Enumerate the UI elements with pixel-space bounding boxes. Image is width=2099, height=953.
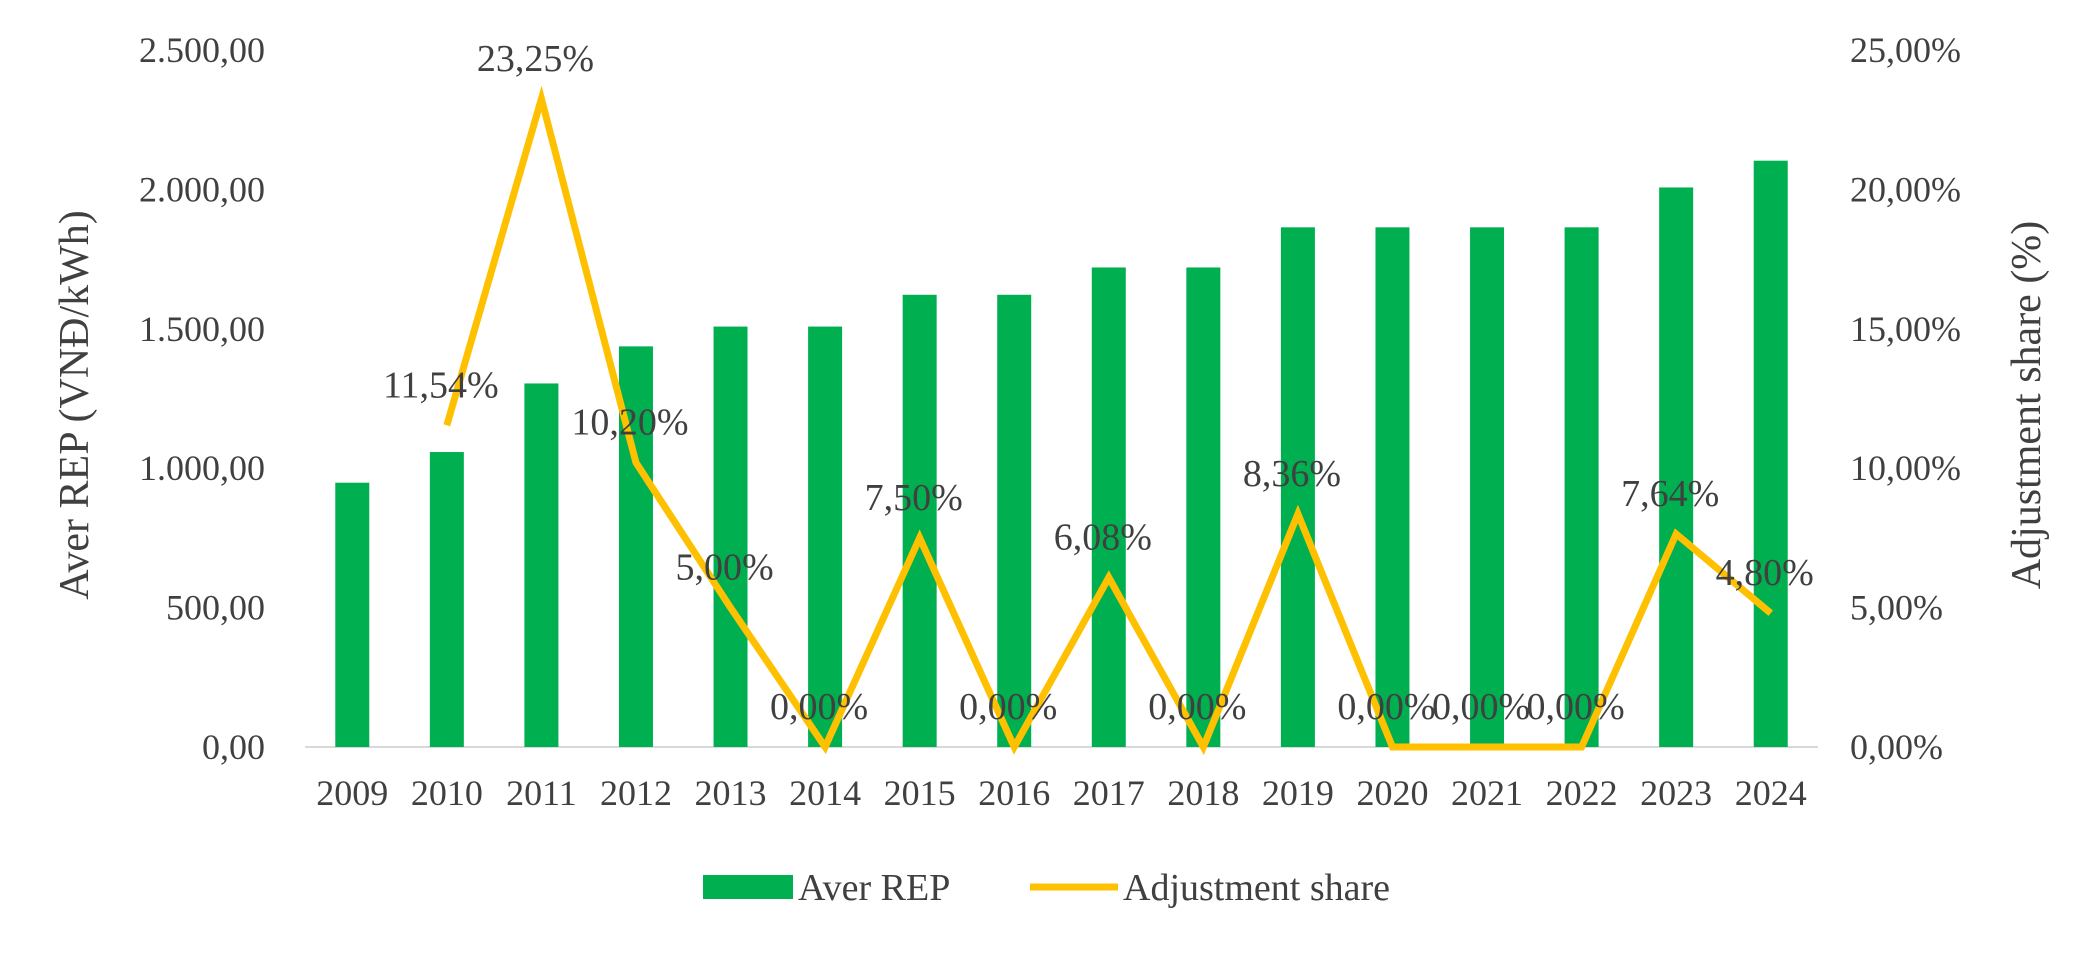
x-tick-label: 2009 bbox=[316, 773, 388, 813]
right-tick-label: 10,00% bbox=[1850, 448, 1961, 488]
bar bbox=[524, 383, 559, 747]
bar bbox=[902, 294, 937, 747]
right-tick-label: 15,00% bbox=[1850, 309, 1961, 349]
x-tick-label: 2022 bbox=[1546, 773, 1618, 813]
left-axis-ticks: 0,00 500,00 1.000,00 1.500,00 2.000,00 2.500,… bbox=[139, 30, 265, 767]
bar bbox=[335, 482, 370, 747]
line-data-label: 10,20% bbox=[571, 402, 688, 444]
line-data-label: 0,00% bbox=[1337, 686, 1435, 728]
x-tick-label: 2020 bbox=[1356, 773, 1428, 813]
bar bbox=[1564, 227, 1599, 748]
x-tick-label: 2019 bbox=[1262, 773, 1334, 813]
line-data-label: 0,00% bbox=[1148, 686, 1246, 728]
right-tick-label: 0,00% bbox=[1850, 727, 1943, 767]
line-data-label: 0,00% bbox=[959, 686, 1057, 728]
left-tick-label: 1.500,00 bbox=[139, 309, 265, 349]
line-series bbox=[443, 85, 1773, 756]
bar bbox=[1091, 267, 1126, 747]
bar bbox=[808, 326, 843, 747]
x-tick-label: 2017 bbox=[1073, 773, 1145, 813]
x-tick-label: 2018 bbox=[1167, 773, 1239, 813]
x-tick-label: 2024 bbox=[1735, 773, 1807, 813]
right-tick-label: 20,00% bbox=[1850, 169, 1961, 209]
x-tick-label: 2013 bbox=[695, 773, 767, 813]
line-data-label: 8,36% bbox=[1243, 453, 1341, 495]
x-tick-label: 2016 bbox=[978, 773, 1050, 813]
x-tick-label: 2015 bbox=[884, 773, 956, 813]
right-axis-title: Adjustment share (%) bbox=[2004, 221, 2050, 590]
x-tick-label: 2012 bbox=[600, 773, 672, 813]
line-data-label: 7,64% bbox=[1621, 473, 1719, 515]
x-tick-label: 2010 bbox=[411, 773, 483, 813]
x-tick-label: 2014 bbox=[789, 773, 861, 813]
left-tick-label: 2.500,00 bbox=[139, 30, 265, 70]
x-tick-label: 2023 bbox=[1640, 773, 1712, 813]
line-data-label: 0,00% bbox=[1527, 686, 1625, 728]
line-data-label: 5,00% bbox=[675, 547, 773, 589]
legend-label-aver-rep: Aver REP bbox=[798, 867, 950, 909]
x-tick-label: 2011 bbox=[506, 773, 577, 813]
line-data-label: 11,54% bbox=[383, 364, 499, 406]
left-tick-label: 0,00 bbox=[202, 727, 265, 767]
bar bbox=[1753, 160, 1788, 747]
line-data-label: 4,80% bbox=[1716, 552, 1814, 594]
bar bbox=[713, 326, 748, 747]
right-tick-label: 5,00% bbox=[1850, 588, 1943, 628]
x-axis-ticks: 2009 2010 2011 2012 2013 2014 2015 2016 2017 2018… bbox=[316, 773, 1806, 813]
line-data-labels: 11,54% 23,25% 10,20% 5,00% 0,00% 7,50% 0,00% 6,… bbox=[383, 38, 1814, 728]
line-data-label: 7,50% bbox=[865, 477, 963, 519]
right-axis-ticks: 0,00% 5,00% 10,00% 15,00% 20,00% 25,00% bbox=[1850, 30, 1961, 767]
bar bbox=[997, 294, 1032, 747]
right-tick-label: 25,00% bbox=[1850, 30, 1961, 70]
left-tick-label: 2.000,00 bbox=[139, 169, 265, 209]
legend-swatch-aver-rep bbox=[703, 875, 793, 899]
line-data-label: 0,00% bbox=[1432, 686, 1530, 728]
adjustment-share-line bbox=[443, 85, 1773, 756]
x-tick-label: 2021 bbox=[1451, 773, 1523, 813]
legend-label-adjustment-share: Adjustment share bbox=[1123, 867, 1390, 909]
left-tick-label: 500,00 bbox=[166, 588, 265, 628]
bar bbox=[1470, 227, 1505, 748]
bar bbox=[1280, 227, 1315, 748]
left-tick-label: 1.000,00 bbox=[139, 448, 265, 488]
bar bbox=[1186, 267, 1221, 747]
bar bbox=[1659, 187, 1694, 748]
left-axis-title: Aver REP (VNĐ/kWh) bbox=[52, 210, 98, 600]
line-data-label: 0,00% bbox=[770, 686, 868, 728]
bar-series bbox=[335, 160, 1788, 748]
line-data-label: 6,08% bbox=[1054, 516, 1152, 558]
bar bbox=[429, 452, 464, 747]
bar bbox=[1375, 227, 1410, 748]
line-data-label: 23,25% bbox=[477, 38, 594, 80]
legend: Aver REP Adjustment share bbox=[703, 867, 1390, 909]
